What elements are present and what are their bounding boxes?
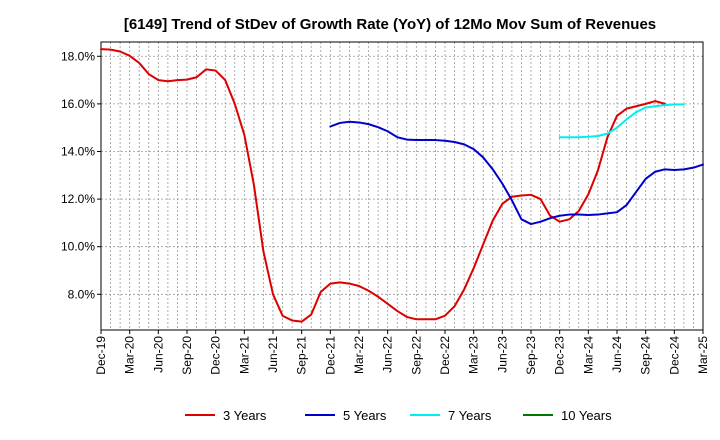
plot-area-frame bbox=[100, 41, 704, 331]
x-tick-label: Sep-22 bbox=[409, 336, 423, 375]
x-tick-label: Jun-23 bbox=[495, 336, 509, 373]
y-tick-label: 16.0% bbox=[61, 97, 95, 111]
x-tick-label: Sep-21 bbox=[295, 336, 309, 375]
x-tick-label: Jun-21 bbox=[266, 336, 280, 373]
grid-lines bbox=[100, 42, 704, 330]
x-tick-label: Jun-24 bbox=[610, 336, 624, 373]
x-tick-label: Sep-20 bbox=[180, 336, 194, 375]
x-tick-label: Mar-25 bbox=[696, 336, 710, 374]
legend-label: 7 Years bbox=[448, 408, 492, 423]
y-tick-label: 18.0% bbox=[61, 49, 95, 63]
x-tick-label: Dec-19 bbox=[94, 336, 108, 375]
series-line-3-years bbox=[100, 48, 666, 323]
chart-title: [6149] Trend of StDev of Growth Rate (Yo… bbox=[124, 16, 656, 33]
x-tick-label: Mar-20 bbox=[123, 336, 137, 374]
legend-label: 5 Years bbox=[343, 408, 387, 423]
x-tick-label: Sep-24 bbox=[639, 336, 653, 375]
x-tick-label: Dec-23 bbox=[553, 336, 567, 375]
x-axis: Dec-19 Mar-20 Jun-20 Sep-20 Dec-20 Mar-21 Jun-… bbox=[94, 330, 710, 375]
x-tick-label: Dec-20 bbox=[209, 336, 223, 375]
series-line-7-years bbox=[558, 103, 685, 139]
legend-label: 3 Years bbox=[223, 408, 267, 423]
x-tick-label: Dec-24 bbox=[667, 336, 681, 375]
y-tick-label: 14.0% bbox=[61, 144, 95, 158]
y-tick-label: 8.0% bbox=[68, 287, 96, 301]
x-tick-label: Mar-23 bbox=[467, 336, 481, 374]
legend-label: 10 Years bbox=[561, 408, 612, 423]
series-line-5-years bbox=[329, 120, 704, 226]
x-tick-label: Jun-20 bbox=[151, 336, 165, 373]
x-tick-label: Mar-22 bbox=[352, 336, 366, 374]
series-lines bbox=[100, 48, 704, 323]
y-tick-label: 12.0% bbox=[61, 192, 95, 206]
legend: 3 Years 5 Years 7 Years 10 Years bbox=[185, 408, 612, 423]
x-tick-label: Sep-23 bbox=[524, 336, 538, 375]
x-tick-label: Mar-24 bbox=[581, 336, 595, 374]
x-tick-label: Dec-22 bbox=[438, 336, 452, 375]
y-tick-label: 10.0% bbox=[61, 240, 95, 254]
x-tick-label: Dec-21 bbox=[323, 336, 337, 375]
x-tick-label: Mar-21 bbox=[237, 336, 251, 374]
y-axis: 8.0% 10.0% 12.0% 14.0% 16.0% 18.0% bbox=[61, 49, 101, 301]
x-tick-label: Jun-22 bbox=[381, 336, 395, 373]
